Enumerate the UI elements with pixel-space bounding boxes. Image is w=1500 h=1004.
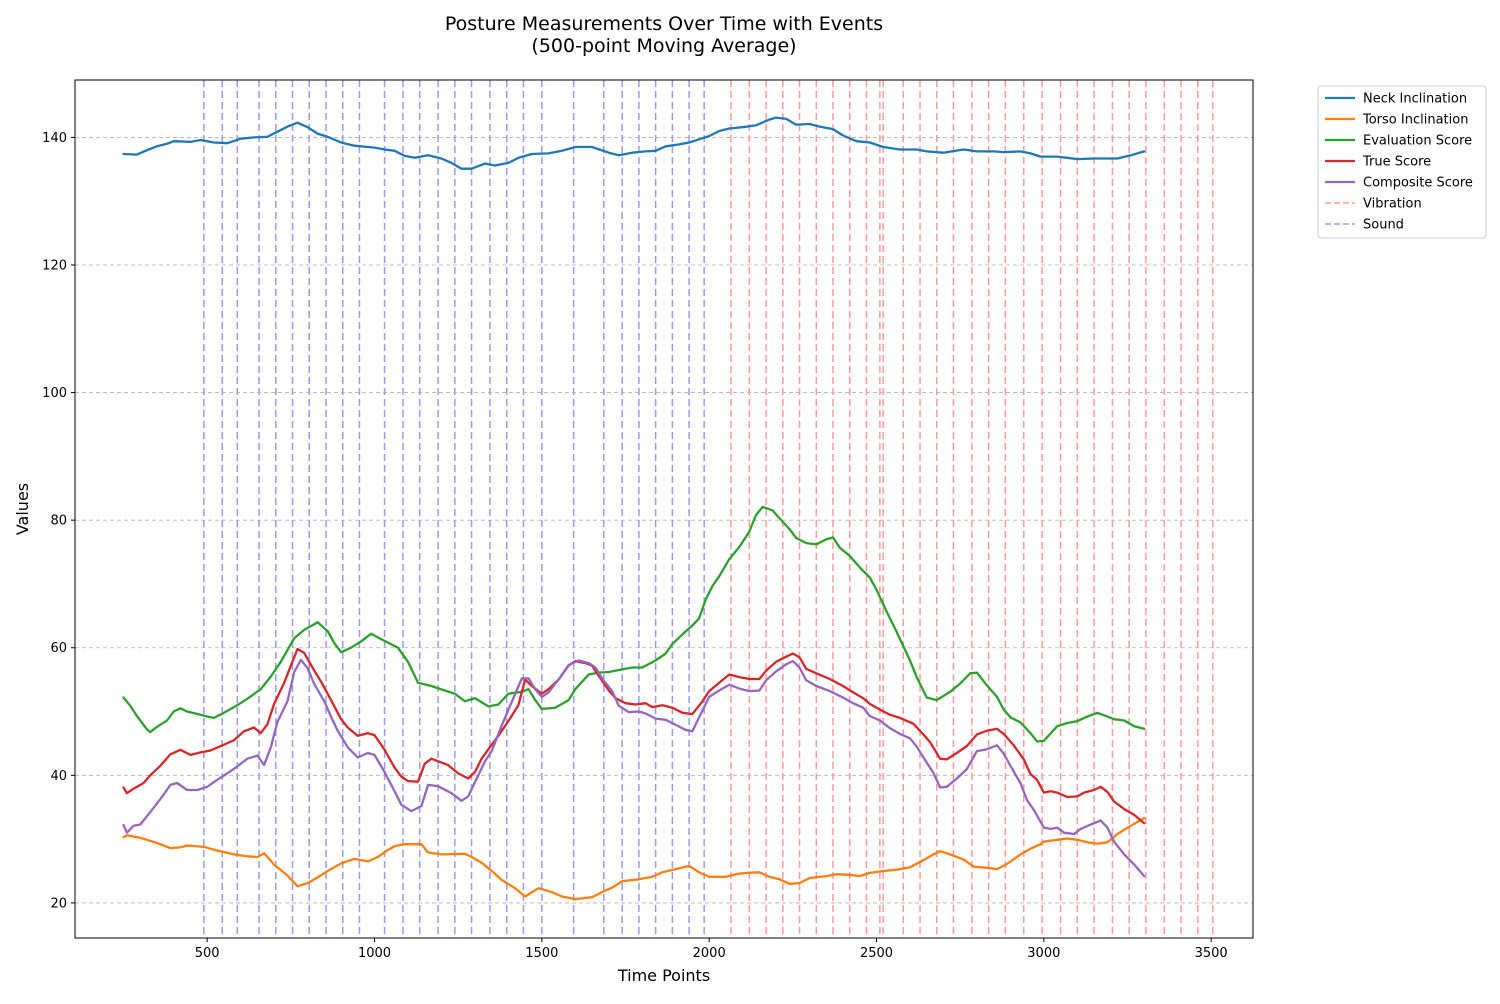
series-line-torso-inclination [122,816,1146,901]
plot-frame [74,79,1254,939]
x-tick-label: 3500 [1195,946,1228,961]
chart-subtitle: (500-point Moving Average) [531,35,796,57]
series-line-composite-score [122,658,1146,878]
series-line-neck-inclination [122,116,1146,170]
y-tick-label: 140 [42,131,67,146]
x-tick-label: 500 [195,946,220,961]
y-tick-label: 100 [42,386,67,401]
legend-items: Neck Inclination Torso Inclination Evaluat… [1325,92,1473,233]
y-axis-label: Values [13,483,32,535]
y-axis-ticks: 20 40 60 80 100 120 140 [42,131,75,911]
legend-box [1317,85,1487,239]
y-tick-label: 80 [50,514,67,529]
grid-lines [75,137,1253,904]
y-tick-label: 60 [50,641,67,656]
legend-label: Vibration [1363,197,1422,212]
chart-title: Posture Measurements Over Time with Even… [445,13,883,35]
x-axis-label: Time Points [617,966,710,985]
x-tick-label: 2500 [860,946,893,961]
legend-label: True Score [1362,155,1431,170]
y-tick-label: 120 [42,258,67,273]
x-tick-label: 1000 [358,946,391,961]
y-tick-label: 40 [50,769,67,784]
x-tick-label: 2000 [693,946,726,961]
legend-label: Neck Inclination [1363,92,1467,107]
series-line-evaluation-score [122,505,1146,743]
y-tick-label: 20 [50,896,67,911]
legend-label: Sound [1363,218,1404,233]
legend: Neck Inclination Torso Inclination Evaluat… [1317,85,1487,239]
legend-label: Torso Inclination [1362,113,1468,128]
x-axis-ticks: 500 1000 1500 2000 2500 3000 3500 [195,938,1228,961]
series-lines [122,116,1146,901]
x-tick-label: 3000 [1027,946,1060,961]
legend-label: Evaluation Score [1363,134,1472,149]
x-tick-label: 1500 [525,946,558,961]
legend-label: Composite Score [1363,176,1473,191]
